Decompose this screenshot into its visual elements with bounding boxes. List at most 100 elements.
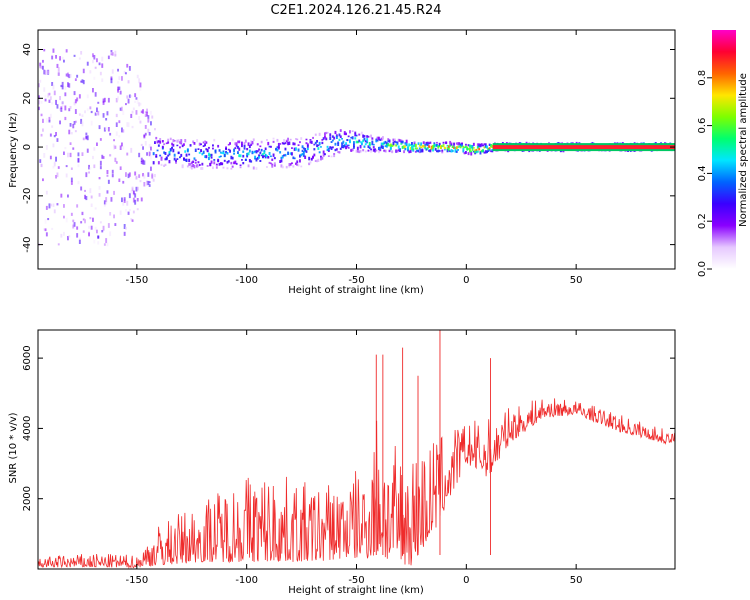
heatmap-cell	[194, 161, 197, 164]
spectrogram-y-tick-label: 40	[22, 43, 33, 56]
heatmap-cell	[417, 149, 420, 153]
heatmap-cell	[327, 155, 330, 157]
heatmap-cell	[366, 135, 369, 138]
heatmap-cell	[147, 118, 150, 123]
heatmap-cell	[268, 145, 271, 148]
heatmap-cell	[463, 152, 466, 155]
heatmap-cell	[99, 71, 102, 76]
heatmap-cell	[411, 147, 413, 151]
heatmap-cell	[53, 209, 56, 214]
heatmap-cell	[284, 153, 287, 157]
heatmap-cell	[383, 141, 386, 144]
heatmap-cell	[74, 130, 77, 133]
heatmap-cell	[288, 165, 291, 168]
heatmap-cell	[370, 148, 372, 151]
heatmap-cell	[121, 127, 123, 133]
heatmap-cell	[121, 197, 123, 203]
heatmap-cell	[93, 76, 96, 80]
heatmap-cell	[111, 52, 114, 56]
heatmap-cell	[167, 138, 170, 142]
heatmap-cell	[128, 94, 131, 98]
heatmap-cell	[77, 157, 80, 163]
heatmap-cell	[472, 150, 475, 153]
heatmap-cell	[304, 155, 307, 159]
heatmap-cell	[52, 165, 55, 169]
heatmap-cell	[59, 56, 61, 61]
heatmap-cell	[295, 147, 297, 151]
heatmap-cell	[358, 150, 361, 154]
heatmap-cell	[65, 49, 68, 53]
heatmap-cell	[256, 150, 259, 153]
heatmap-cell	[38, 95, 40, 100]
heatmap-cell	[325, 131, 328, 135]
heatmap-cell	[138, 174, 141, 178]
heatmap-cell	[325, 137, 328, 140]
heatmap-cell	[233, 148, 235, 152]
heatmap-cell	[206, 148, 209, 152]
heatmap-cell	[273, 162, 276, 165]
heatmap-cell	[342, 144, 345, 147]
heatmap-cell	[212, 144, 214, 147]
heatmap-cell	[78, 57, 81, 60]
heatmap-cell	[338, 138, 341, 141]
heatmap-cell	[229, 149, 231, 153]
heatmap-cell	[429, 150, 432, 153]
heatmap-cell	[362, 149, 365, 152]
heatmap-cell	[49, 133, 52, 137]
heatmap-cell	[45, 145, 48, 150]
heatmap-cell	[40, 113, 43, 117]
heatmap-cell	[280, 164, 283, 168]
heatmap-cell	[76, 97, 79, 102]
heatmap-cell	[320, 155, 322, 158]
heatmap-cell	[262, 155, 264, 158]
heatmap-cell	[172, 143, 175, 147]
heatmap-cell	[314, 133, 317, 136]
heatmap-cell	[260, 140, 263, 144]
heatmap-cell	[293, 147, 296, 151]
heatmap-cell	[360, 143, 363, 146]
heatmap-cell	[388, 149, 391, 153]
heatmap-cell	[130, 147, 133, 153]
heatmap-cell	[255, 167, 258, 170]
heatmap-cell	[318, 141, 321, 146]
heatmap-cell	[238, 154, 241, 158]
heatmap-cell	[65, 73, 68, 77]
heatmap-cell	[378, 146, 380, 151]
heatmap-cell	[241, 141, 243, 145]
heatmap-cell	[183, 143, 185, 146]
heatmap-cell	[48, 203, 51, 209]
heatmap-cell	[405, 142, 408, 147]
heatmap-cell	[222, 152, 225, 155]
heatmap-cell	[422, 141, 425, 144]
heatmap-cell	[316, 159, 318, 163]
heatmap-cell	[173, 153, 176, 157]
heatmap-cell	[450, 143, 453, 146]
heatmap-cell	[94, 92, 97, 97]
heatmap-cell	[84, 189, 86, 192]
heatmap-cell	[204, 143, 206, 147]
heatmap-cell	[449, 144, 452, 147]
heatmap-cell	[109, 153, 112, 157]
heatmap-cell	[284, 147, 287, 151]
heatmap-cell	[314, 141, 317, 145]
heatmap-cell	[80, 51, 83, 55]
heatmap-cell	[40, 65, 43, 69]
heatmap-cell	[173, 140, 176, 142]
heatmap-cell	[89, 188, 92, 194]
heatmap-cell	[474, 150, 477, 154]
heatmap-cell	[392, 141, 395, 146]
heatmap-cell	[69, 152, 72, 158]
heatmap-cell	[138, 116, 141, 121]
heatmap-cell	[119, 166, 122, 170]
heatmap-cell	[168, 152, 171, 156]
heatmap-cell	[325, 138, 328, 141]
heatmap-cell	[106, 111, 109, 116]
heatmap-cell	[392, 138, 395, 142]
heatmap-cell	[184, 158, 187, 161]
heatmap-cell	[150, 110, 152, 115]
heatmap-cell	[363, 137, 366, 141]
heatmap-cell	[88, 171, 90, 174]
spectrogram-panel: -150 -100 -50 0 50 -40 -20 0 20 40 Height of str…	[8, 29, 676, 296]
heatmap-cell	[291, 147, 293, 149]
heatmap-cell	[301, 145, 304, 149]
